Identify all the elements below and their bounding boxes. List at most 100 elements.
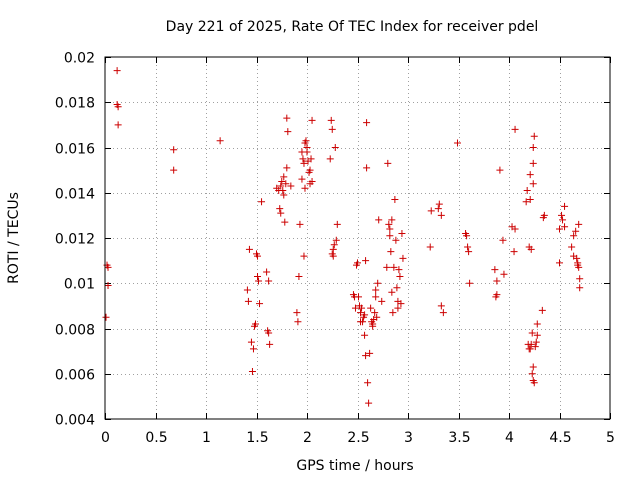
data-point	[510, 248, 518, 256]
y-tick-label: 0.012	[55, 232, 95, 248]
y-tick-labels: 0.004 0.006 0.008 0.01 0.012 0.014 0.016 0.018 0…	[55, 51, 95, 429]
data-point	[280, 173, 288, 181]
data-point	[437, 302, 445, 310]
data-point	[265, 329, 273, 337]
data-point	[435, 200, 443, 208]
data-point	[102, 313, 110, 321]
data-point	[375, 216, 383, 224]
data-points	[102, 67, 584, 407]
data-point	[572, 227, 580, 235]
data-point	[361, 331, 369, 339]
data-point	[496, 166, 504, 174]
x-axis-label: GPS time / hours	[296, 458, 413, 474]
data-point	[528, 370, 536, 378]
data-point	[531, 343, 539, 351]
data-point	[366, 349, 374, 357]
data-point	[395, 266, 403, 274]
data-point	[385, 220, 393, 228]
data-point	[526, 345, 534, 353]
data-point	[308, 177, 316, 185]
x-tick-label: 4.5	[549, 430, 571, 446]
data-point	[279, 186, 287, 194]
data-point	[530, 132, 538, 140]
data-point	[113, 67, 121, 75]
data-point	[465, 248, 473, 256]
data-point	[306, 166, 314, 174]
data-point	[327, 116, 335, 124]
data-point	[104, 263, 112, 271]
data-point	[529, 363, 537, 371]
data-point	[529, 144, 537, 151]
data-point	[528, 329, 536, 337]
data-point	[378, 297, 386, 305]
data-point	[307, 155, 315, 163]
data-point	[527, 245, 535, 253]
data-point	[255, 277, 263, 285]
data-point	[300, 159, 308, 167]
x-tick-label: 0.5	[145, 430, 167, 446]
x-tick-label: 3	[404, 430, 413, 446]
data-point	[278, 177, 286, 185]
plot-frame	[104, 56, 611, 420]
data-point	[351, 304, 359, 312]
data-point	[383, 263, 391, 271]
data-point	[371, 309, 379, 317]
data-point	[276, 205, 284, 213]
x-tick-label: 3.5	[448, 430, 470, 446]
data-point	[357, 309, 365, 317]
data-point	[532, 338, 540, 346]
data-point	[281, 218, 289, 226]
data-point	[365, 399, 373, 407]
data-point	[575, 263, 583, 271]
data-point	[529, 159, 537, 167]
data-point	[393, 284, 401, 292]
data-point	[426, 243, 434, 251]
x-tick-labels: 0 0.5 1 1.5 2 2.5 3 3.5 4 4.5 5	[101, 430, 615, 446]
data-point	[372, 286, 380, 294]
data-point	[390, 263, 398, 271]
data-point	[558, 211, 566, 219]
y-tick-label: 0.018	[55, 96, 95, 112]
data-point	[283, 114, 291, 122]
data-point	[277, 182, 285, 190]
data-point	[359, 318, 367, 326]
data-point	[561, 223, 569, 231]
data-point	[398, 229, 406, 237]
x-tick-label: 1	[202, 430, 211, 446]
data-point	[104, 282, 112, 290]
data-point	[298, 175, 306, 183]
data-point	[358, 304, 366, 312]
data-point	[282, 180, 290, 188]
data-point	[295, 272, 303, 280]
data-point	[392, 236, 400, 244]
data-point	[170, 166, 178, 174]
data-point	[388, 288, 396, 296]
data-point	[527, 340, 535, 348]
data-point	[575, 220, 583, 228]
data-point	[265, 277, 273, 285]
data-point	[386, 232, 394, 240]
data-point	[326, 155, 334, 163]
data-point	[367, 304, 375, 312]
data-point	[561, 202, 569, 210]
data-point	[556, 259, 563, 267]
data-point	[529, 180, 537, 188]
data-point	[493, 277, 501, 285]
data-point	[361, 311, 369, 319]
data-point	[522, 198, 530, 206]
data-point	[170, 146, 178, 154]
y-tick-label: 0.02	[64, 51, 95, 67]
data-point	[396, 272, 404, 280]
data-point	[540, 211, 548, 219]
data-point	[464, 243, 472, 251]
data-point	[570, 232, 578, 240]
data-point	[330, 241, 338, 249]
data-point	[491, 266, 499, 274]
data-point	[389, 309, 397, 317]
data-point	[362, 352, 370, 360]
data-point	[216, 137, 224, 145]
x-tick-label: 0	[101, 430, 110, 446]
data-point	[251, 320, 259, 328]
data-point	[364, 379, 372, 387]
